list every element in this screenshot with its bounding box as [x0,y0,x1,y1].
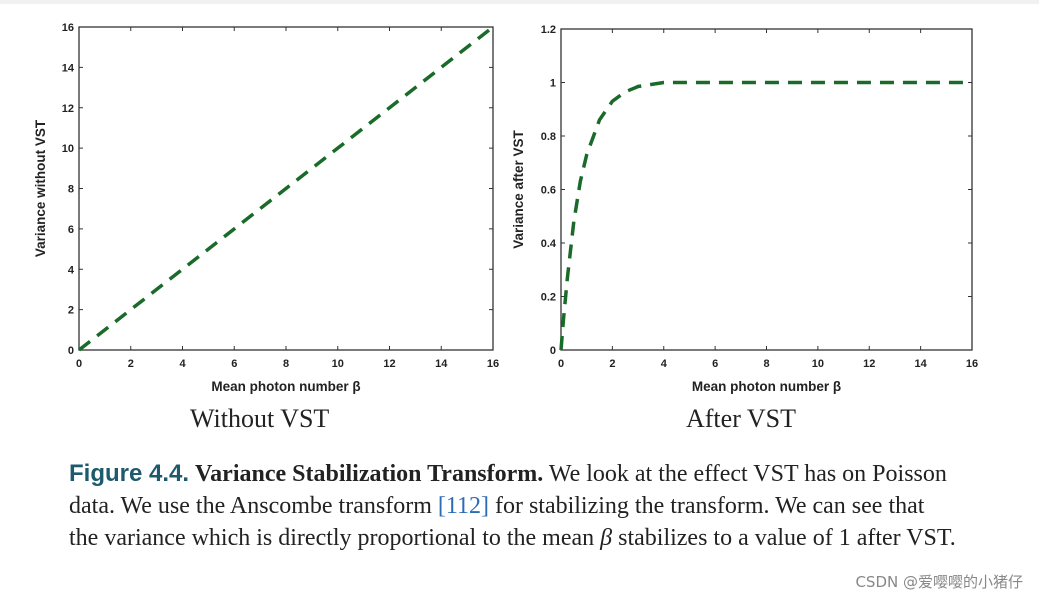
x-tick-label: 0 [76,358,82,370]
watermark: CSDN @爱嘤嘤的小猪仔 [855,573,1023,591]
y-tick-label: 0 [550,345,556,357]
y-tick-label: 8 [68,184,74,196]
y-tick-label: 0.6 [541,185,556,197]
y-axis-label: Variance after VST [511,129,526,248]
x-tick-label: 2 [128,358,134,370]
x-tick-label: 14 [435,358,448,370]
series-line [77,25,495,352]
y-tick-label: 6 [68,224,74,236]
x-tick-label: 2 [609,358,615,370]
x-tick-label: 8 [763,358,769,370]
x-tick-label: 4 [179,358,186,370]
x-tick-label: 12 [863,358,875,370]
y-tick-label: 14 [62,62,75,74]
axes-box [560,28,973,351]
caption-text: stabilizes to a value of 1 after VST. [612,525,956,551]
x-tick-label: 16 [487,358,499,370]
x-axis-label: Mean photon number β [211,379,360,394]
x-tick-label: 12 [383,358,395,370]
series-line [559,80,972,351]
caption-label: Figure 4.4. [69,460,190,487]
x-tick-label: 8 [283,358,289,370]
caption-text: We look at the effect VST has on Poisson… [69,461,947,519]
x-tick-label: 6 [712,358,718,370]
y-tick-label: 2 [68,305,74,317]
x-axis-label: Mean photon number β [692,379,841,394]
y-tick-label: 4 [68,264,75,276]
y-axis-label: Variance without VST [33,119,48,257]
y-tick-label: 1.2 [541,24,556,36]
caption-text: for stabilizing the transform. We can se… [69,493,925,551]
citation-link[interactable]: [112] [437,493,489,519]
x-tick-label: 6 [231,358,237,370]
y-tick-label: 0.2 [541,292,556,304]
x-tick-label: 4 [661,358,668,370]
y-tick-label: 12 [62,103,74,115]
figure-caption: Figure 4.4. Variance Stabilization Trans… [69,458,959,554]
y-tick-label: 10 [62,143,74,155]
x-tick-label: 10 [812,358,824,370]
x-tick-label: 0 [558,358,564,370]
subplot-title-right: After VST [686,404,797,433]
top-border [0,0,1039,4]
y-tick-label: 0.4 [541,238,557,250]
y-tick-label: 16 [62,22,74,34]
x-tick-label: 14 [915,358,928,370]
subplot-title-left: Without VST [190,404,330,433]
x-tick-label: 16 [966,358,978,370]
caption-beta: β [600,525,613,551]
y-tick-label: 0.8 [541,131,556,143]
y-tick-label: 1 [550,78,556,90]
caption-title: Variance Stabilization Transform. [195,461,544,487]
y-tick-label: 0 [68,345,74,357]
x-tick-label: 10 [332,358,344,370]
